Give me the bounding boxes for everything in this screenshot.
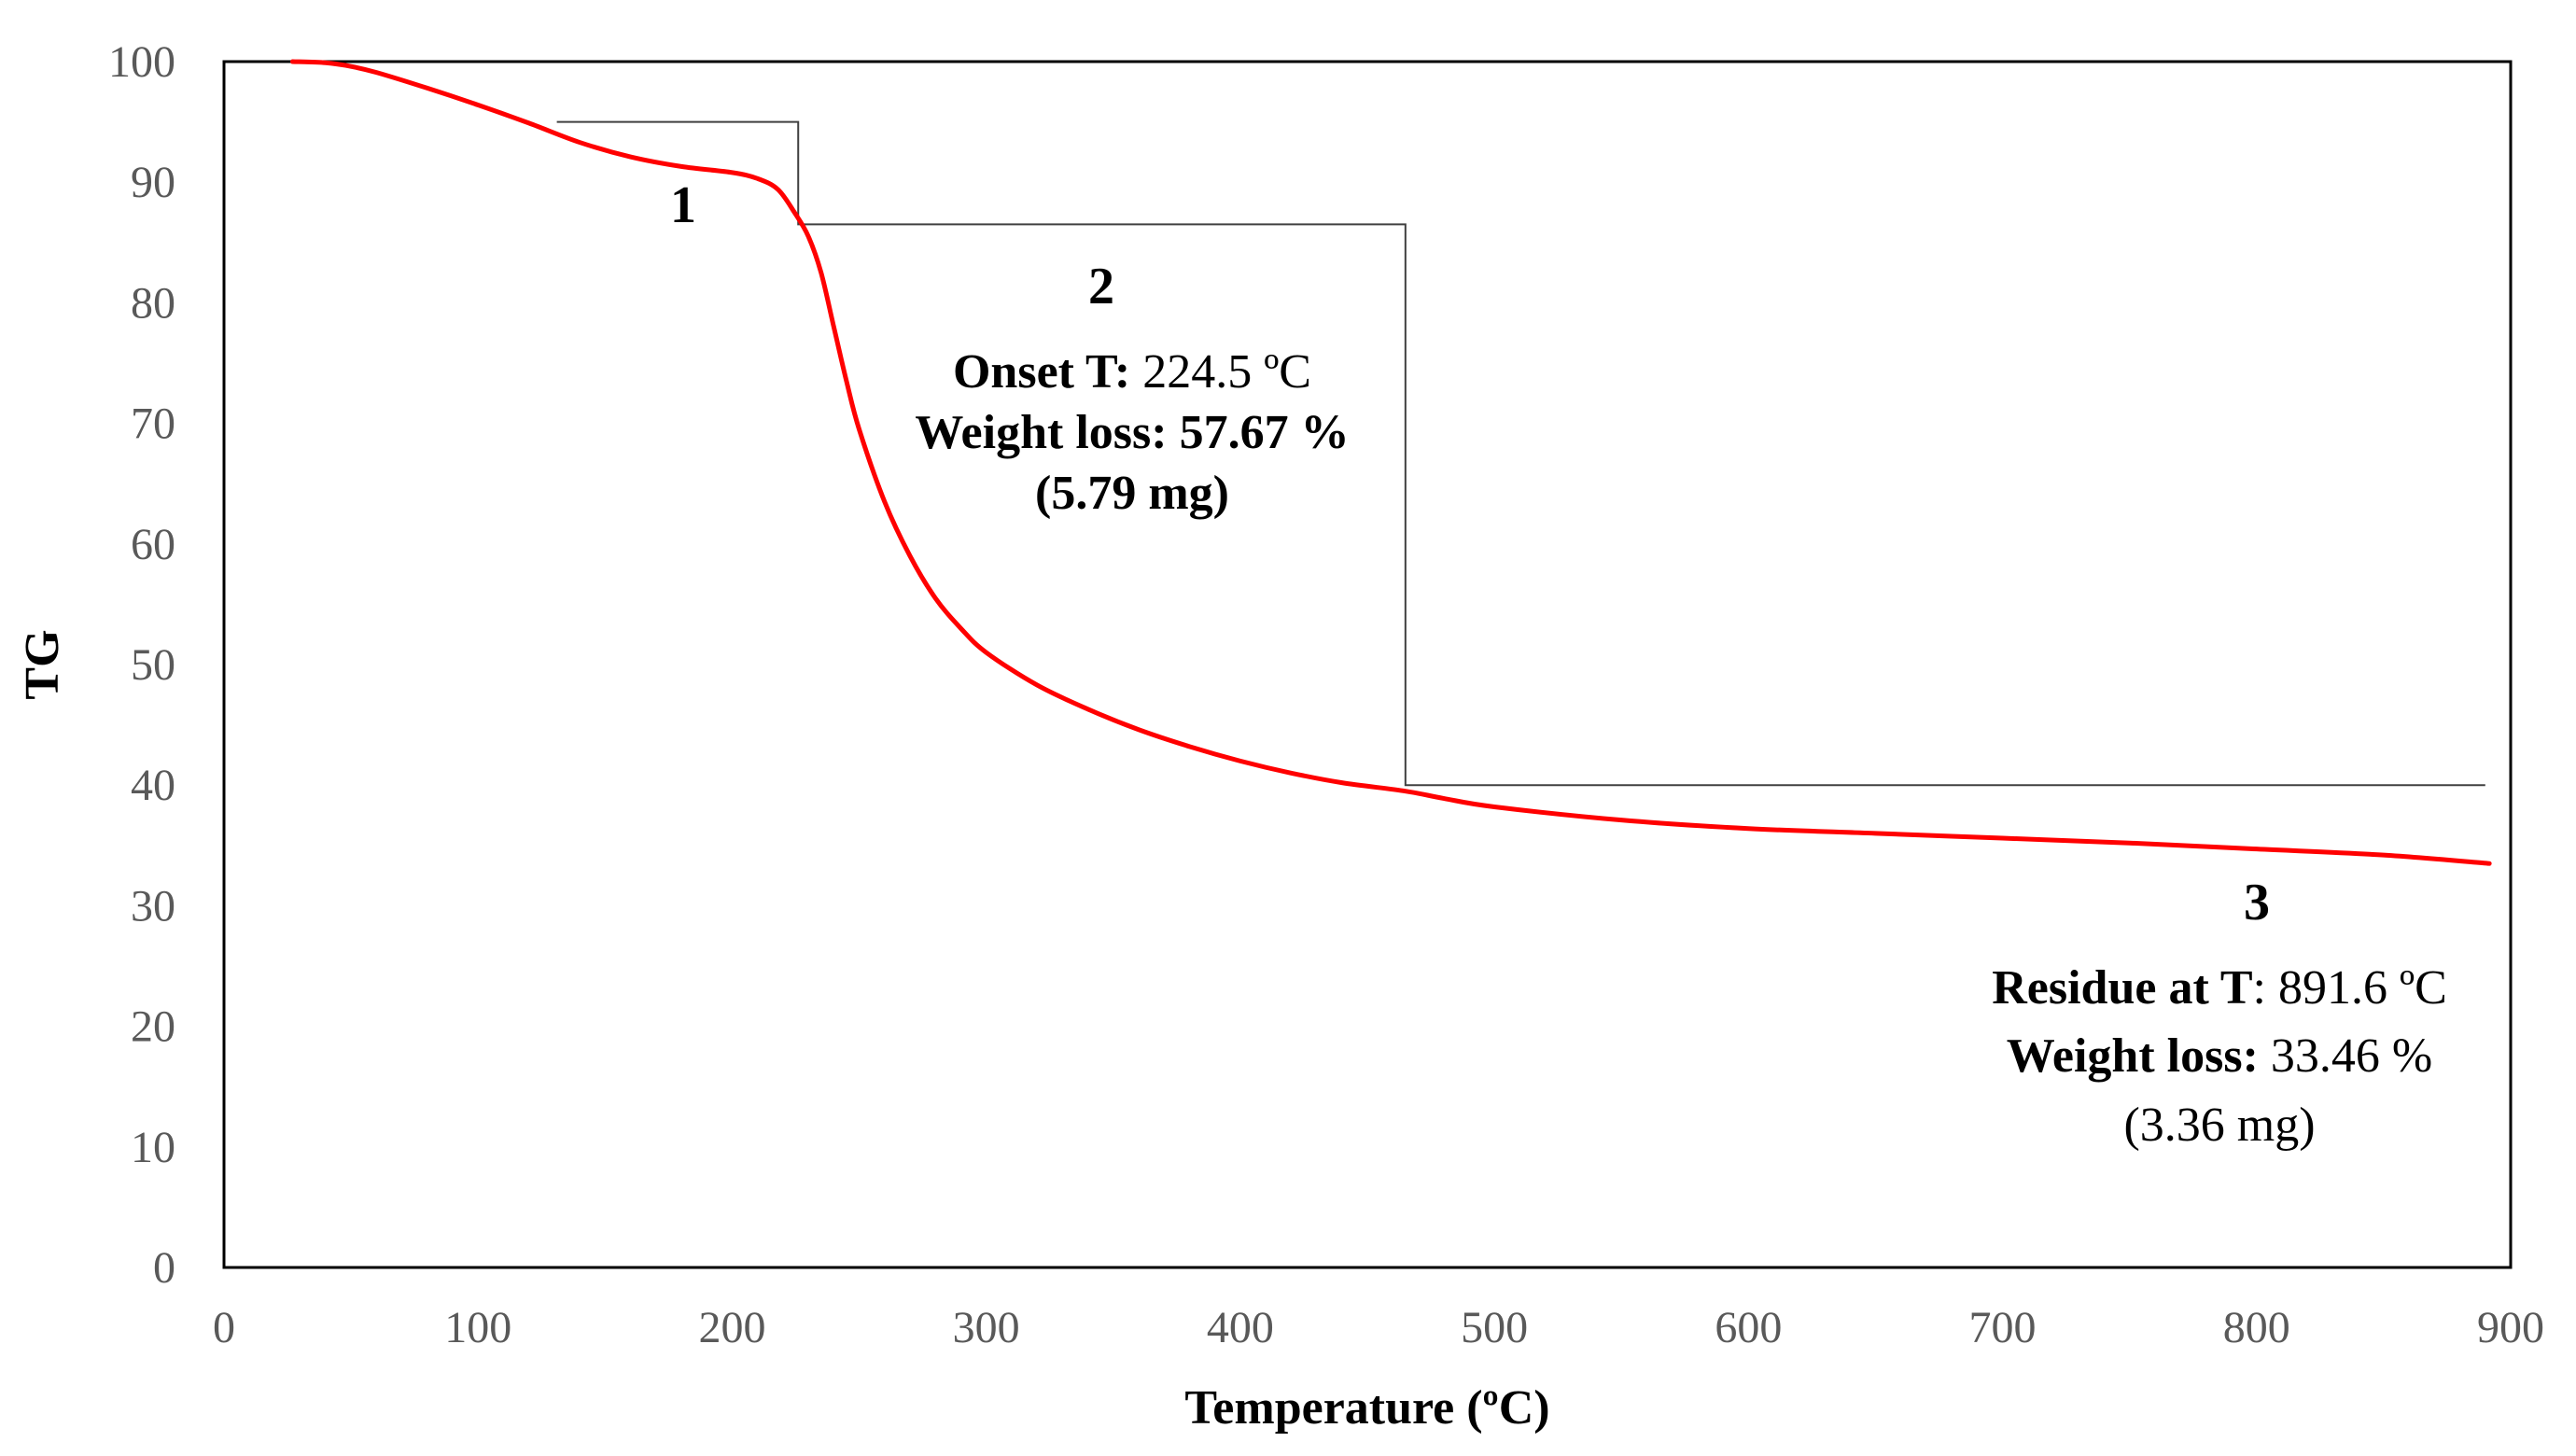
- y-tick-label: 50: [131, 640, 175, 690]
- x-tick-labels: 0 100 200 300 400 500 600 700 800 900: [213, 1303, 2544, 1352]
- y-tick-label: 60: [131, 520, 175, 569]
- plot-frame: [222, 60, 2513, 1269]
- stage2-onset: Onset T: 224.5 ºC: [953, 345, 1311, 399]
- y-tick-label: 20: [131, 1002, 175, 1052]
- stage-step-lines: [556, 120, 2485, 787]
- x-tick-label: 700: [1969, 1303, 2037, 1352]
- y-tick-labels: 0 10 20 30 40 50 60 70 80 90 100: [108, 37, 175, 1293]
- stage3-label: 3: [2244, 874, 2270, 931]
- x-tick-label: 300: [953, 1303, 1020, 1352]
- y-tick-label: 100: [108, 37, 175, 87]
- stage1-label: 1: [670, 176, 696, 234]
- x-tick-label: 800: [2223, 1303, 2290, 1352]
- x-tick-label: 200: [698, 1303, 765, 1352]
- stage3-weight-loss: Weight loss: 33.46 %: [2007, 1029, 2432, 1083]
- y-tick-label: 10: [131, 1123, 175, 1172]
- y-tick-label: 70: [131, 399, 175, 449]
- y-tick-label: 90: [131, 158, 175, 207]
- stage2-label: 2: [1088, 258, 1114, 315]
- x-tick-label: 400: [1207, 1303, 1274, 1352]
- y-axis-title: TG: [16, 629, 69, 699]
- x-tick-label: 0: [213, 1303, 235, 1352]
- y-tick-label: 30: [131, 881, 175, 931]
- y-tick-label: 0: [153, 1243, 175, 1293]
- stage-step-line: [556, 120, 2485, 787]
- stage2-weight-loss: Weight loss: 57.67 %: [915, 406, 1349, 459]
- x-tick-label: 100: [444, 1303, 511, 1352]
- x-axis-title: Temperature (ºC): [1184, 1381, 1549, 1435]
- tg-series-line: [290, 59, 2492, 866]
- y-tick-label: 80: [131, 278, 175, 328]
- y-tick-label: 40: [131, 761, 175, 810]
- stage2-mass: (5.79 mg): [1035, 467, 1229, 520]
- x-tick-label: 600: [1715, 1303, 1782, 1352]
- x-tick-label: 900: [2477, 1303, 2544, 1352]
- stage3-residue: Residue at T: 891.6 ºC: [1992, 961, 2447, 1015]
- stage3-mass: (3.36 mg): [2123, 1099, 2315, 1152]
- x-tick-label: 500: [1461, 1303, 1528, 1352]
